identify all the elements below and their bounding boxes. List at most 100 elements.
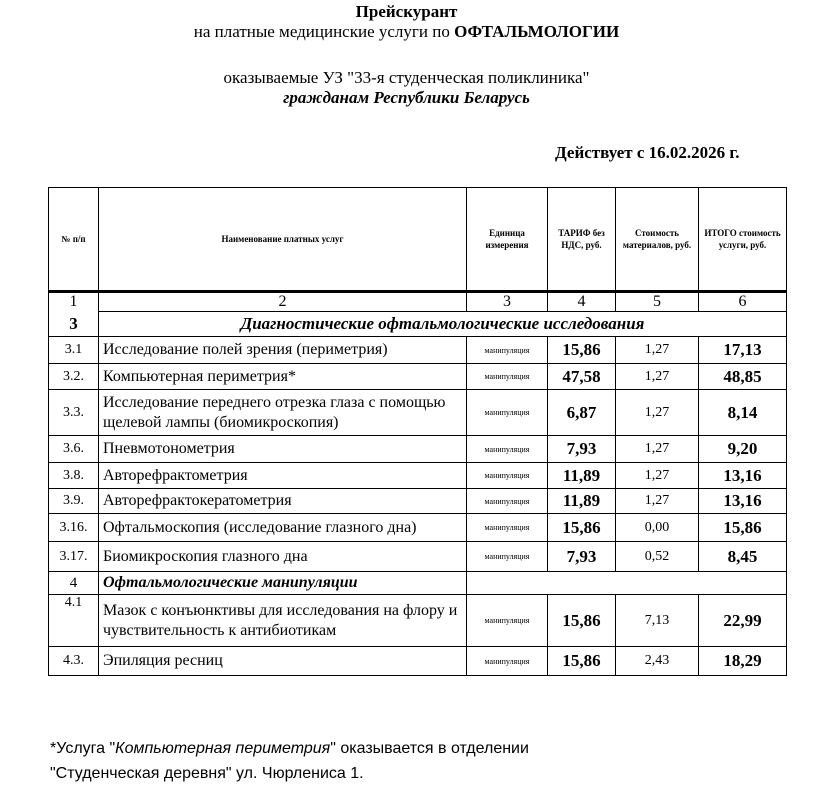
service-name: Исследование переднего отрезка глаза с п…: [98, 389, 467, 436]
table-row: 3.3. Исследование переднего отрезка глаза…: [48, 389, 787, 436]
service-number: 3.9.: [48, 488, 99, 514]
service-number: 3.17.: [48, 541, 99, 572]
total-cost: 15,86: [698, 513, 787, 542]
col-header: № п/п: [48, 187, 99, 293]
section-number: 3: [48, 311, 99, 337]
tariff: 6,87: [547, 389, 616, 436]
footnote-text: " оказывается в отделении: [330, 740, 529, 757]
section-number: 4: [48, 571, 99, 595]
subtitle-specialty: ОФТАЛЬМОЛОГИИ: [454, 22, 620, 41]
materials-cost: 0,00: [615, 513, 699, 542]
section-title: Диагностические офтальмологические иссле…: [98, 311, 787, 337]
service-number: 4.3.: [48, 646, 99, 676]
footnote-line-1: *Услуга "Компьютерная периметрия" оказыв…: [50, 740, 529, 758]
materials-cost: 1,27: [615, 363, 699, 390]
total-cost: 18,29: [698, 646, 787, 676]
materials-cost: 1,27: [615, 435, 699, 463]
tariff: 15,86: [547, 513, 616, 542]
section-row: 3 Диагностические офтальмологические иссл…: [48, 311, 787, 337]
provider: оказываемые УЗ "33-я студенческая поликл…: [223, 68, 590, 87]
unit-of-measure: манипуляция: [466, 488, 548, 514]
tariff: 11,89: [547, 462, 616, 489]
total-cost: 22,99: [698, 594, 787, 647]
table-row: 3.8. Авторефрактометрия манипуляция 11,89 1,…: [48, 462, 787, 489]
total-cost: 8,14: [698, 389, 787, 436]
service-number: 4.1: [48, 594, 99, 647]
materials-cost: 1,27: [615, 389, 699, 436]
price-table: № п/п Наименование платных услуг Единица…: [48, 187, 787, 676]
tariff: 7,93: [547, 541, 616, 572]
unit-of-measure: манипуляция: [466, 389, 548, 436]
service-name: Биомикроскопия глазного дна: [98, 541, 467, 572]
service-name: Авторефрактокератометрия: [98, 488, 467, 514]
header-row: № п/п Наименование платных услуг Единица…: [48, 187, 787, 293]
section-title: Офтальмологические манипуляции: [98, 571, 467, 595]
service-number: 3.1: [48, 336, 99, 364]
table-row: 3.9. Авторефрактокератометрия манипуляция 1…: [48, 488, 787, 514]
service-number: 3.6.: [48, 435, 99, 463]
total-cost: 13,16: [698, 488, 787, 514]
unit-of-measure: манипуляция: [466, 594, 548, 647]
service-name: Пневмотонометрия: [98, 435, 467, 463]
service-number: 3.3.: [48, 389, 99, 436]
column-number-row: 1 2 3 4 5 6: [48, 291, 787, 312]
footnote-text: *Услуга ": [50, 740, 116, 757]
tariff: 7,93: [547, 435, 616, 463]
col-header: Стоимость материалов, руб.: [615, 187, 699, 293]
unit-of-measure: манипуляция: [466, 462, 548, 489]
service-name: Авторефрактометрия: [98, 462, 467, 489]
section-row: 4 Офтальмологические манипуляции: [48, 571, 787, 595]
table-row: 4.3. Эпиляция ресниц манипуляция 15,86 2,43 1…: [48, 646, 787, 676]
audience: гражданам Республики Беларусь: [283, 88, 530, 107]
materials-cost: 1,27: [615, 336, 699, 364]
unit-of-measure: манипуляция: [466, 363, 548, 390]
unit-of-measure: манипуляция: [466, 646, 548, 676]
col-number: 5: [615, 291, 699, 312]
col-number: 3: [466, 291, 548, 312]
table-row: 3.17. Биомикроскопия глазного дна манипуля…: [48, 541, 787, 572]
tariff: 15,86: [547, 646, 616, 676]
service-name: Мазок с конъюнктивы для исследования на …: [98, 594, 467, 647]
col-number: 6: [698, 291, 787, 312]
col-header: Единица измерения: [466, 187, 548, 293]
service-name: Исследование полей зрения (периметрия): [98, 336, 467, 364]
materials-cost: 2,43: [615, 646, 699, 676]
empty-cell: [466, 571, 787, 595]
service-name: Офтальмоскопия (исследование глазного дн…: [98, 513, 467, 542]
service-number: 3.2.: [48, 363, 99, 390]
col-number: 2: [98, 291, 467, 312]
footnote-line-2: "Студенческая деревня" ул. Чюрлениса 1.: [50, 765, 364, 782]
service-number: 3.8.: [48, 462, 99, 489]
col-number: 4: [547, 291, 616, 312]
unit-of-measure: манипуляция: [466, 541, 548, 572]
materials-cost: 7,13: [615, 594, 699, 647]
service-name: Эпиляция ресниц: [98, 646, 467, 676]
table-row: 4.1 Мазок с конъюнктивы для исследования …: [48, 594, 787, 647]
total-cost: 48,85: [698, 363, 787, 390]
tariff: 15,86: [547, 336, 616, 364]
table-row: 3.2. Компьютерная периметрия* манипуляция 4…: [48, 363, 787, 390]
unit-of-measure: манипуляция: [466, 336, 548, 364]
unit-of-measure: манипуляция: [466, 513, 548, 542]
materials-cost: 1,27: [615, 488, 699, 514]
col-number: 1: [48, 291, 99, 312]
table-row: 3.6. Пневмотонометрия манипуляция 7,93 1,27 9…: [48, 435, 787, 463]
table-row: 3.16. Офтальмоскопия (исследование глазно…: [48, 513, 787, 542]
tariff: 15,86: [547, 594, 616, 647]
materials-cost: 0,52: [615, 541, 699, 572]
unit-of-measure: манипуляция: [466, 435, 548, 463]
materials-cost: 1,27: [615, 462, 699, 489]
doc-subtitle: на платные медицинские услуги по ОФТАЛЬМ…: [0, 22, 813, 42]
total-cost: 8,45: [698, 541, 787, 572]
total-cost: 13,16: [698, 462, 787, 489]
subtitle-text: на платные медицинские услуги по: [193, 22, 455, 41]
total-cost: 17,13: [698, 336, 787, 364]
col-header: ТАРИФ без НДС, руб.: [547, 187, 616, 293]
table-row: 3.1 Исследование полей зрения (периметрия…: [48, 336, 787, 364]
effective-date: Действует с 16.02.2026 г.: [555, 143, 740, 162]
total-cost: 9,20: [698, 435, 787, 463]
service-number: 3.16.: [48, 513, 99, 542]
tariff: 47,58: [547, 363, 616, 390]
col-header: ИТОГО стоимость услуги, руб.: [698, 187, 787, 293]
footnote-service: Компьютерная периметрия: [115, 740, 331, 757]
